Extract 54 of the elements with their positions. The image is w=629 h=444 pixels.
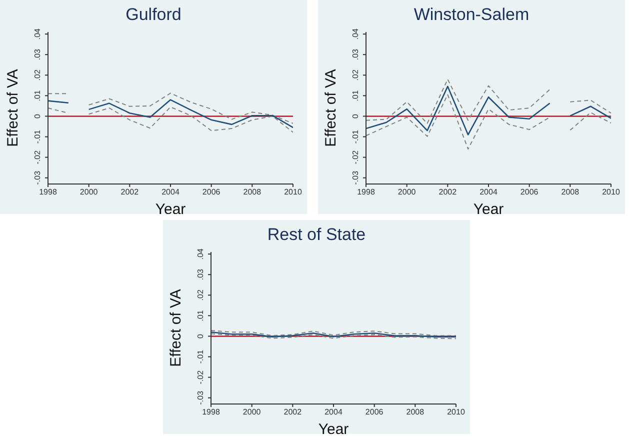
y-tick-label: 0	[196, 333, 205, 338]
x-tick-label: 2002	[284, 408, 302, 417]
y-tick-label: .02	[196, 289, 205, 301]
y-axis-title: Effect of VA	[322, 69, 340, 147]
y-tick-label: 0	[33, 113, 42, 118]
y-tick-label: -.01	[196, 349, 205, 364]
y-tick-label: .01	[351, 90, 360, 102]
chart-title: Gulford	[124, 4, 182, 26]
x-axis-title: Year	[473, 201, 504, 218]
y-tick-label: .03	[196, 268, 205, 280]
y-tick-label: -.01	[351, 129, 360, 144]
x-tick-label: 2010	[447, 408, 466, 417]
y-tick-label: -.02	[351, 150, 360, 164]
x-tick-label: 2008	[406, 408, 425, 417]
x-tick-label: 2006	[365, 408, 384, 417]
x-axis-title: Year	[318, 421, 349, 438]
y-tick-label: .01	[196, 310, 205, 322]
y-tick-label: -.02	[33, 150, 42, 164]
x-tick-label: 2010	[602, 188, 620, 197]
y-tick-label: .04	[351, 28, 360, 40]
chart-title: Rest of State	[266, 224, 367, 246]
x-tick-label: 2010	[284, 188, 302, 197]
y-tick-label: -.03	[351, 170, 360, 185]
x-tick-label: 2008	[561, 188, 580, 197]
y-axis-title: Effect of VA	[167, 289, 184, 367]
y-tick-label: .03	[33, 48, 42, 60]
y-tick-label: .02	[33, 69, 42, 81]
x-tick-label: 2000	[398, 188, 416, 197]
y-tick-label: 0	[351, 113, 360, 118]
y-tick-label: .03	[351, 48, 360, 60]
x-tick-label: 2006	[520, 188, 539, 197]
x-tick-label: 2004	[480, 188, 498, 197]
y-tick-label: -.02	[196, 370, 205, 384]
x-tick-label: 2006	[202, 188, 221, 197]
y-tick-label: -.03	[196, 390, 205, 405]
x-tick-label: 1998	[202, 408, 220, 417]
x-axis-title: Year	[155, 201, 186, 218]
x-tick-label: 1998	[39, 188, 58, 197]
y-tick-label: .01	[33, 90, 42, 102]
x-tick-label: 2000	[80, 188, 98, 197]
y-tick-label: -.03	[33, 170, 42, 185]
x-tick-label: 2008	[243, 188, 262, 197]
x-tick-label: 1998	[357, 188, 376, 197]
x-tick-label: 2000	[242, 408, 262, 417]
y-tick-label: .04	[33, 28, 42, 40]
chart-title: Winston-Salem	[412, 4, 530, 26]
x-tick-label: 2004	[324, 408, 343, 417]
y-tick-label: .02	[351, 69, 360, 81]
x-tick-label: 2002	[120, 188, 140, 197]
y-axis-title: Effect of VA	[4, 69, 22, 147]
x-tick-label: 2004	[162, 188, 180, 197]
x-tick-label: 2002	[438, 188, 458, 197]
y-tick-label: -.01	[33, 129, 42, 144]
y-tick-label: .04	[196, 248, 205, 260]
